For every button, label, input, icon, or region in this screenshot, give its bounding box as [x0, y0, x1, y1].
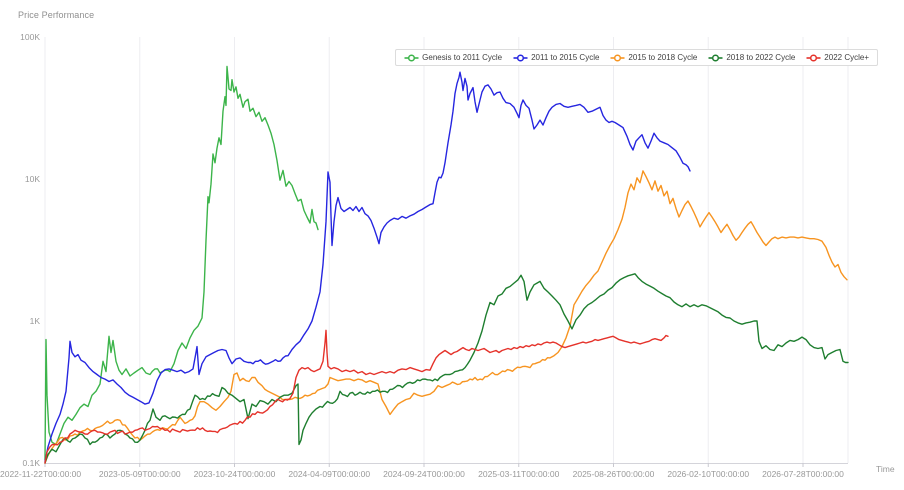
x-axis-tick-label: 2023-10-24T00:00:00 — [194, 469, 276, 479]
legend-item-2011-to-2015-cycle[interactable]: 2011 to 2015 Cycle — [513, 53, 599, 63]
x-axis-tick-label: 2022-11-22T00:00:00 — [0, 469, 81, 479]
x-axis-tick-label: 2025-08-26T00:00:00 — [573, 469, 655, 479]
x-axis-tick-label: 2023-05-09T00:00:00 — [99, 469, 181, 479]
legend-item-2022-cycle-[interactable]: 2022 Cycle+ — [806, 53, 869, 63]
x-axis-tick-label: 2024-04-09T00:00:00 — [288, 469, 370, 479]
legend-marker-icon — [513, 53, 528, 62]
legend-item-2018-to-2022-cycle[interactable]: 2018 to 2022 Cycle — [708, 53, 795, 63]
series-line-2015-to-2018-cycle[interactable] — [44, 170, 848, 464]
x-axis-tick-label: 2026-02-10T00:00:00 — [667, 469, 749, 479]
gridlines — [44, 37, 849, 463]
legend-item-label: 2011 to 2015 Cycle — [531, 53, 600, 62]
legend-marker-icon — [708, 53, 723, 62]
legend-item-genesis-to-2011-cycle[interactable]: Genesis to 2011 Cycle — [404, 53, 502, 63]
chart-legend: Genesis to 2011 Cycle 2011 to 2015 Cycle 2… — [395, 49, 878, 66]
legend-item-label: 2015 to 2018 Cycle — [628, 53, 698, 62]
y-axis-tick-label: 0.1K — [23, 458, 41, 468]
y-axis-tick-label: 10K — [25, 174, 40, 184]
legend-item-2015-to-2018-cycle[interactable]: 2015 to 2018 Cycle — [610, 53, 697, 63]
legend-item-label: 2018 to 2022 Cycle — [726, 53, 796, 62]
x-axis: 2022-11-22T00:00:00 2023-05-09T00:00:00 20… — [0, 463, 895, 479]
chart-title: Price Performance — [18, 10, 95, 20]
legend-marker-icon — [806, 53, 821, 62]
series-line-2018-to-2022-cycle[interactable] — [44, 273, 849, 464]
legend-marker-icon — [404, 53, 419, 62]
series-line-genesis-to-2011-cycle[interactable] — [44, 65, 319, 461]
y-axis-tick-label: 1K — [30, 316, 41, 326]
x-axis-tick-label: 2024-09-24T00:00:00 — [383, 469, 465, 479]
series-line-2011-to-2015-cycle[interactable] — [44, 71, 691, 463]
x-axis-tick-label: 2026-07-28T00:00:00 — [762, 469, 844, 479]
legend-marker-icon — [610, 53, 625, 62]
x-axis-tick-label: 2025-03-11T00:00:00 — [478, 469, 559, 479]
legend-item-label: Genesis to 2011 Cycle — [422, 53, 503, 62]
series-line-2022-cycle-[interactable] — [44, 329, 669, 464]
legend-item-label: 2022 Cycle+ — [824, 53, 869, 62]
y-axis-tick-label: 100K — [20, 32, 40, 42]
y-axis: 100K 10K 1K 0.1K — [20, 32, 40, 468]
x-axis-title: Time — [876, 464, 895, 474]
